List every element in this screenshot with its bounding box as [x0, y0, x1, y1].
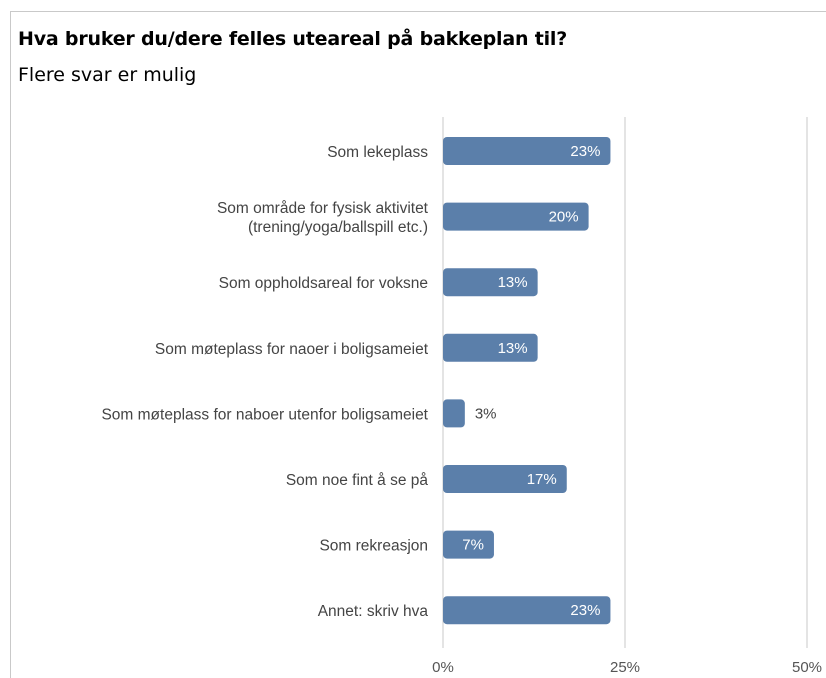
bar — [443, 333, 538, 362]
bar — [443, 465, 567, 493]
category-label: Annet: skriv hva — [318, 603, 429, 620]
category-label: Som rekreasjon — [319, 538, 428, 555]
bar — [443, 202, 589, 231]
frame-left-border — [10, 11, 11, 678]
bar-value-label: 7% — [462, 537, 484, 554]
chart-subtitle: Flere svar er mulig — [18, 64, 197, 86]
bar — [443, 268, 538, 297]
bar — [443, 399, 465, 428]
x-tick-label: 50% — [792, 659, 822, 676]
frame-top-border — [10, 11, 826, 12]
bar-value-label: 13% — [498, 274, 528, 291]
category-label: Som oppholdsareal for voksne — [219, 275, 428, 292]
category-label: Som møteplass for naboer utenfor boligsa… — [101, 406, 428, 423]
bar — [443, 596, 611, 625]
bar-value-label: 20% — [549, 209, 579, 226]
bar — [443, 137, 611, 165]
chart-title: Hva bruker du/dere felles uteareal på ba… — [18, 28, 568, 50]
bar — [443, 530, 494, 559]
category-label: Som møteplass for naoer i boligsameiet — [155, 341, 429, 358]
category-label: (trening/yoga/ballspill etc.) — [248, 219, 428, 236]
category-label: Som lekeplass — [327, 144, 428, 161]
category-label: Som noe fint å se på — [286, 472, 429, 489]
bar-value-label: 13% — [498, 340, 528, 357]
bar-value-label: 23% — [570, 143, 600, 160]
category-label: Som område for fysisk aktivitet — [217, 200, 429, 217]
bar-value-label: 23% — [570, 602, 600, 619]
x-tick-label: 25% — [610, 659, 640, 676]
bar-value-label: 3% — [475, 405, 497, 422]
x-tick-label: 0% — [432, 659, 454, 676]
bar-value-label: 17% — [527, 471, 557, 488]
